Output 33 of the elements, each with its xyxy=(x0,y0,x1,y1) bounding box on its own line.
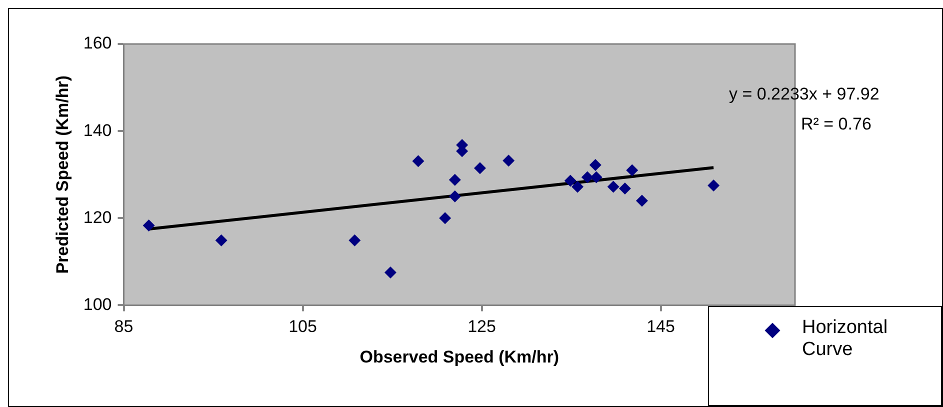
x-tick-label: 105 xyxy=(288,317,317,336)
point xyxy=(448,190,461,202)
point xyxy=(607,180,620,193)
point xyxy=(412,155,424,168)
x-tick-label: 125 xyxy=(468,317,496,336)
y-axis-title: Predicted Speed (Km/hr) xyxy=(52,75,72,274)
point xyxy=(384,266,396,279)
point xyxy=(618,182,631,195)
point xyxy=(564,174,576,187)
point xyxy=(448,174,461,186)
point xyxy=(626,164,638,176)
y-tick-label: 140 xyxy=(83,120,112,140)
legend-label: Horizontal Curve xyxy=(802,317,889,361)
point xyxy=(590,171,602,184)
point xyxy=(474,162,486,174)
text: R² = 0.76 xyxy=(801,114,872,134)
point xyxy=(502,154,515,167)
point xyxy=(708,179,720,192)
y-tick-label: 160 xyxy=(83,34,112,53)
annotation: y = 0.2233x + 97.92 xyxy=(729,84,880,104)
point xyxy=(348,234,361,246)
point xyxy=(142,220,155,232)
x-axis-title: Observed Speed (Km/hr) xyxy=(360,347,560,366)
point xyxy=(589,159,602,172)
point xyxy=(439,212,452,224)
y-tick-label: 100 xyxy=(83,294,112,314)
point xyxy=(215,234,228,246)
x-tick-label: 85 xyxy=(114,317,134,336)
y-tick-label: 120 xyxy=(83,208,112,227)
x-tick-label: 145 xyxy=(646,317,675,336)
point xyxy=(636,194,648,207)
point xyxy=(581,171,594,184)
point xyxy=(572,180,584,193)
